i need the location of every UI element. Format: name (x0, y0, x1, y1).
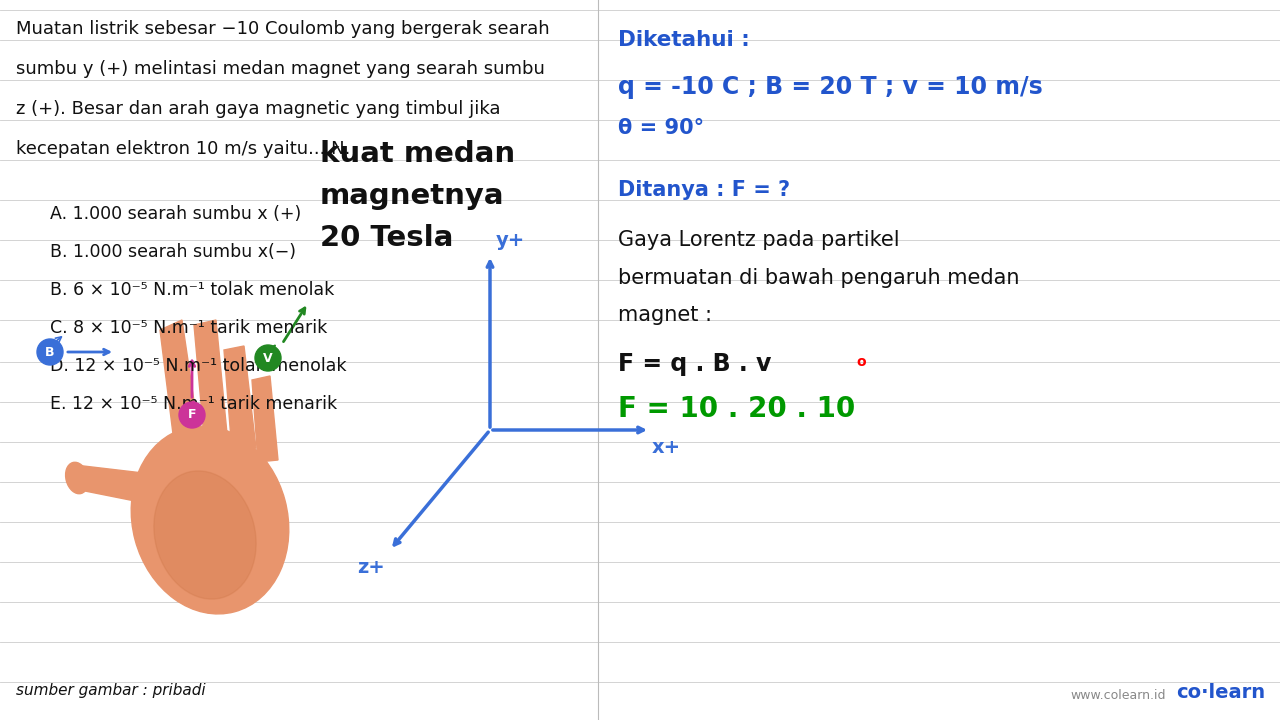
Text: kuat medan: kuat medan (320, 140, 515, 168)
Text: Muatan listrik sebesar −10 Coulomb yang bergerak searah: Muatan listrik sebesar −10 Coulomb yang … (15, 20, 549, 38)
Text: sumber gambar : pribadi: sumber gambar : pribadi (15, 683, 206, 698)
Ellipse shape (132, 426, 289, 614)
Polygon shape (76, 465, 160, 505)
Polygon shape (224, 346, 256, 452)
Text: 20 Tesla: 20 Tesla (320, 224, 453, 252)
Text: z+: z+ (357, 558, 385, 577)
Text: C. 8 × 10⁻⁵ N.m⁻¹ tarik menarik: C. 8 × 10⁻⁵ N.m⁻¹ tarik menarik (50, 319, 328, 337)
Text: A. 1.000 searah sumbu x (+): A. 1.000 searah sumbu x (+) (50, 205, 301, 223)
Text: y+: y+ (497, 231, 525, 250)
Text: bermuatan di bawah pengaruh medan: bermuatan di bawah pengaruh medan (618, 268, 1019, 288)
Text: co·learn: co·learn (1176, 683, 1265, 702)
Text: B: B (45, 346, 55, 359)
Text: Ditanya : F = ?: Ditanya : F = ? (618, 180, 790, 200)
Polygon shape (252, 376, 278, 462)
Text: E. 12 × 10⁻⁵ N.m⁻¹ tarik menarik: E. 12 × 10⁻⁵ N.m⁻¹ tarik menarik (50, 395, 337, 413)
Text: magnet :: magnet : (618, 305, 712, 325)
Text: θ = 90°: θ = 90° (618, 118, 704, 138)
Text: kecepatan elektron 10 m/s yaitu... N.: kecepatan elektron 10 m/s yaitu... N. (15, 140, 351, 158)
Text: www.colearn.id: www.colearn.id (1070, 689, 1166, 702)
Polygon shape (160, 320, 200, 450)
Text: o: o (856, 355, 865, 369)
Text: F = q . B . v: F = q . B . v (618, 352, 772, 376)
Text: F = 10 . 20 . 10: F = 10 . 20 . 10 (618, 395, 855, 423)
Circle shape (255, 345, 282, 371)
Text: z (+). Besar dan arah gaya magnetic yang timbul jika: z (+). Besar dan arah gaya magnetic yang… (15, 100, 500, 118)
Ellipse shape (65, 462, 88, 494)
Text: q = -10 C ; B = 20 T ; v = 10 m/s: q = -10 C ; B = 20 T ; v = 10 m/s (618, 75, 1043, 99)
Text: F: F (188, 408, 196, 421)
Text: D. 12 × 10⁻⁵ N.m⁻¹ tolak menolak: D. 12 × 10⁻⁵ N.m⁻¹ tolak menolak (50, 357, 347, 375)
Circle shape (179, 402, 205, 428)
Text: Gaya Lorentz pada partikel: Gaya Lorentz pada partikel (618, 230, 900, 250)
Text: Diketahui :: Diketahui : (618, 30, 750, 50)
Text: magnetnya: magnetnya (320, 182, 504, 210)
Text: B. 6 × 10⁻⁵ N.m⁻¹ tolak menolak: B. 6 × 10⁻⁵ N.m⁻¹ tolak menolak (50, 281, 334, 299)
Text: x+: x+ (652, 438, 681, 457)
Circle shape (37, 339, 63, 365)
Text: V: V (264, 351, 273, 364)
Text: B. 1.000 searah sumbu x(−): B. 1.000 searah sumbu x(−) (50, 243, 296, 261)
Polygon shape (195, 320, 228, 448)
Text: sumbu y (+) melintasi medan magnet yang searah sumbu: sumbu y (+) melintasi medan magnet yang … (15, 60, 545, 78)
Ellipse shape (154, 471, 256, 599)
